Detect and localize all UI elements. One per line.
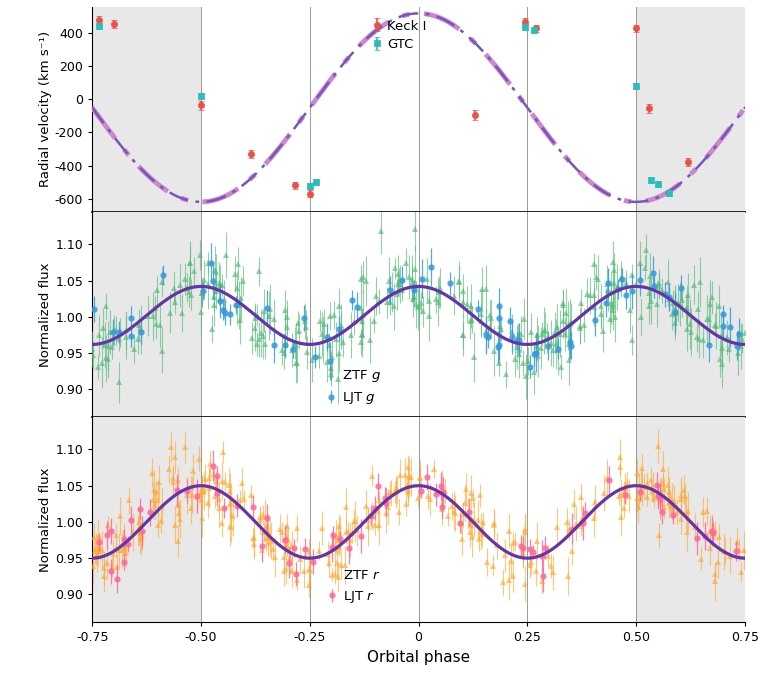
- Bar: [88, 212, 201, 417]
- X-axis label: Orbital phase: Orbital phase: [367, 650, 470, 665]
- Bar: [636, 212, 750, 417]
- Legend: ZTF $g$, LJT $g$: ZTF $g$, LJT $g$: [326, 368, 381, 406]
- Y-axis label: Radial velocity (km s⁻¹): Radial velocity (km s⁻¹): [39, 31, 52, 187]
- Y-axis label: Normalized flux: Normalized flux: [39, 467, 52, 572]
- Bar: [88, 7, 201, 212]
- Bar: [636, 7, 750, 212]
- Y-axis label: Normalized flux: Normalized flux: [39, 262, 52, 366]
- Bar: [636, 417, 750, 622]
- Bar: [88, 417, 201, 622]
- Legend: Keck I, GTC: Keck I, GTC: [372, 20, 426, 51]
- Legend: ZTF $r$, LJT $r$: ZTF $r$, LJT $r$: [327, 569, 379, 605]
